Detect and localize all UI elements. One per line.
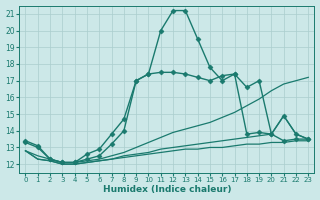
- X-axis label: Humidex (Indice chaleur): Humidex (Indice chaleur): [103, 185, 231, 194]
